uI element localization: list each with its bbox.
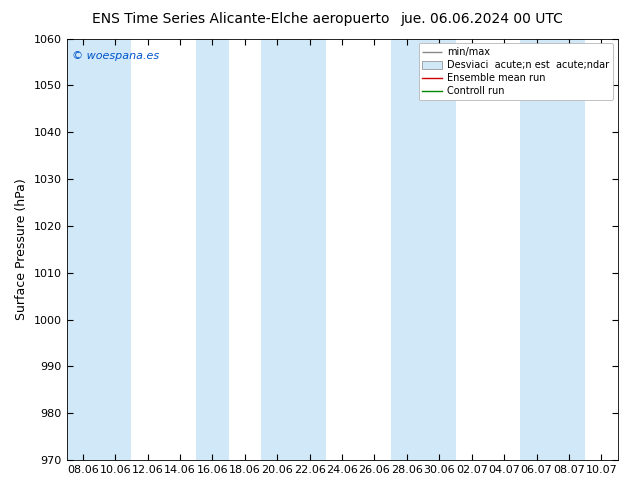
Bar (261, 39, 326, 460)
Bar (391, 39, 455, 460)
Y-axis label: Surface Pressure (hPa): Surface Pressure (hPa) (15, 178, 28, 320)
Bar (196, 39, 229, 460)
Legend: min/max, Desviaci  acute;n est  acute;ndar, Ensemble mean run, Controll run: min/max, Desviaci acute;n est acute;ndar… (418, 44, 612, 100)
Bar (67, 39, 131, 460)
Text: jue. 06.06.2024 00 UTC: jue. 06.06.2024 00 UTC (401, 12, 563, 26)
Bar (521, 39, 585, 460)
Text: ENS Time Series Alicante-Elche aeropuerto: ENS Time Series Alicante-Elche aeropuert… (92, 12, 390, 26)
Text: © woespana.es: © woespana.es (72, 51, 159, 61)
